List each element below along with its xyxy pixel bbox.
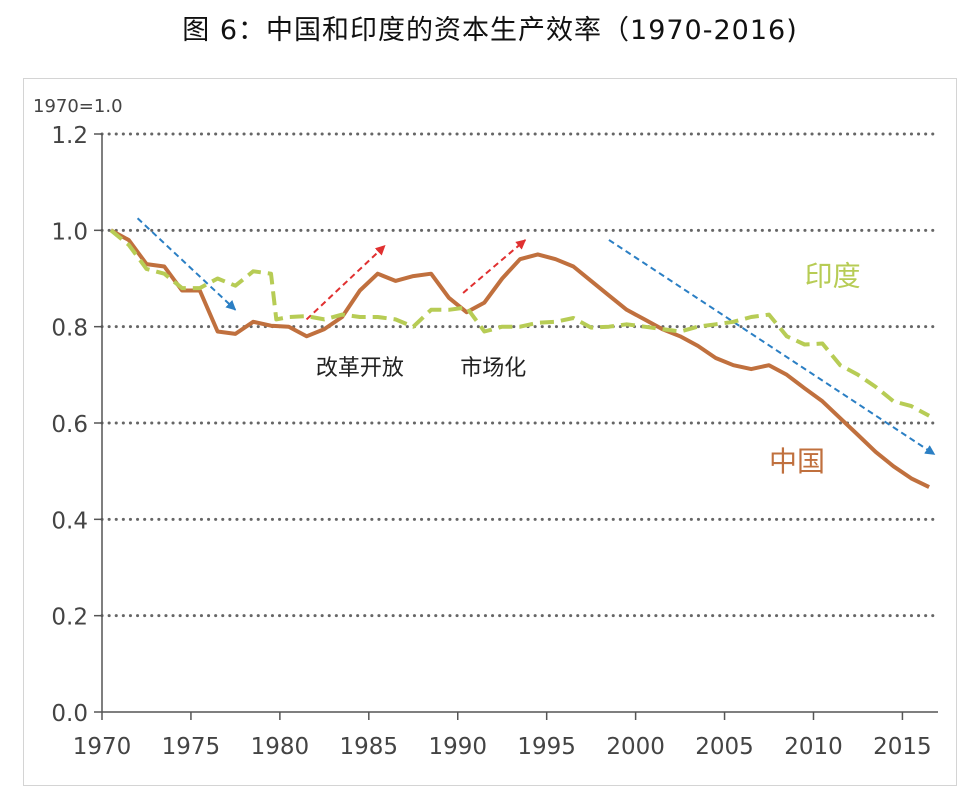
trend-arrows [136,217,936,456]
trend-arrow-1 [305,245,386,321]
xtick-label-2: 1980 [251,734,310,760]
xtick-label-1: 1975 [162,734,221,760]
ytick-label-2: 0.4 [51,508,88,534]
ytick-label-1: 0.2 [51,605,88,631]
ytick-label-6: 1.2 [51,123,88,149]
trend-arrow-2 [462,239,527,294]
xtick-label-3: 1985 [340,734,399,760]
series-lines [109,228,931,489]
chart-frame [23,78,957,786]
xtick-label-0: 1970 [73,734,132,760]
chart-title: 图 6：中国和印度的资本生产效率（1970-2016) [182,15,798,46]
ytick-label-3: 0.6 [51,412,88,438]
xtick-label-6: 2000 [606,734,665,760]
annotation-1: 市场化 [460,356,526,381]
xtick-label-4: 1990 [428,734,487,760]
ytick-label-5: 1.0 [51,219,88,245]
unit-label: 1970=1.0 [33,96,123,117]
series-label-0: 印度 [805,260,861,293]
series-line-china [109,228,930,489]
ytick-label-4: 0.8 [51,316,88,342]
series-label-1: 中国 [769,445,825,478]
axes: 0.0 0.2 0.4 0.6 0.8 1.0 1.2 1970 1975 1980 1985 199… [51,123,938,760]
annotation-0: 改革开放 [316,356,404,381]
xtick-label-8: 2010 [784,734,843,760]
series-line-india [109,228,931,418]
xtick-label-5: 1995 [517,734,576,760]
trend-arrow-0 [136,217,237,311]
xtick-label-9: 2015 [873,734,932,760]
ytick-label-0: 0.0 [51,701,88,727]
trend-arrow-3 [608,239,936,456]
xtick-label-7: 2005 [695,734,754,760]
